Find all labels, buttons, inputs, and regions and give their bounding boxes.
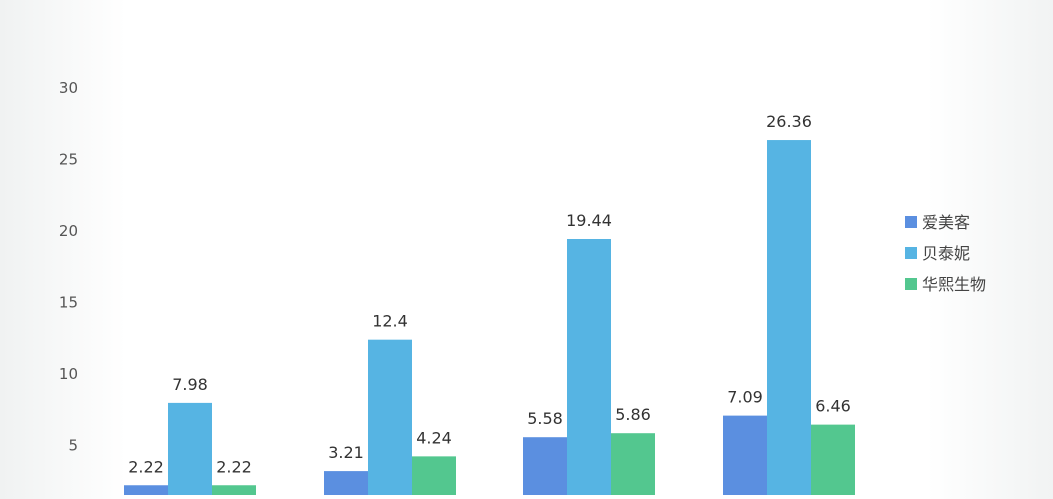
y-tick-label: 30: [59, 79, 78, 97]
bar: [368, 339, 412, 499]
y-axis: 5 10 15 20 25 30: [59, 79, 78, 455]
y-tick-label: 20: [59, 222, 78, 240]
bar: [811, 424, 855, 499]
y-tick-label: 15: [59, 294, 78, 312]
bar-value-label: 5.86: [615, 405, 651, 424]
legend-swatch: [905, 247, 917, 259]
bar: [523, 437, 567, 499]
bar-value-label: 6.46: [815, 397, 851, 416]
bar-value-label: 3.21: [328, 443, 364, 462]
bar: [168, 402, 212, 499]
bar-value-label: 26.36: [766, 112, 812, 131]
y-tick-label: 5: [68, 437, 78, 455]
data-labels: 2.22 7.98 2.22 3.21 12.4 4.24 5.58 19.44 5.86 7.0…: [128, 112, 851, 476]
bar: [767, 140, 811, 499]
legend-swatch: [905, 216, 917, 228]
bars: [124, 140, 855, 499]
bar: [611, 433, 655, 499]
legend-label: 华熙生物: [922, 275, 986, 294]
bar-value-label: 4.24: [416, 428, 452, 447]
bar: [212, 485, 256, 499]
legend-label: 贝泰妮: [922, 244, 970, 263]
bar: [723, 415, 767, 499]
bar-value-label: 5.58: [527, 409, 563, 428]
bar-value-label: 19.44: [566, 211, 612, 230]
y-tick-label: 25: [59, 151, 78, 169]
bar: [567, 239, 611, 499]
legend-label: 爱美客: [922, 213, 970, 232]
bar-value-label: 7.98: [172, 375, 208, 394]
bar: [124, 485, 168, 499]
y-tick-label: 10: [59, 365, 78, 383]
bar-value-label: 12.4: [372, 312, 408, 331]
legend-swatch: [905, 278, 917, 290]
bar: [324, 471, 368, 499]
bar-value-label: 2.22: [216, 457, 252, 476]
bar-value-label: 2.22: [128, 457, 164, 476]
bar-value-label: 7.09: [727, 388, 763, 407]
bar: [412, 456, 456, 499]
